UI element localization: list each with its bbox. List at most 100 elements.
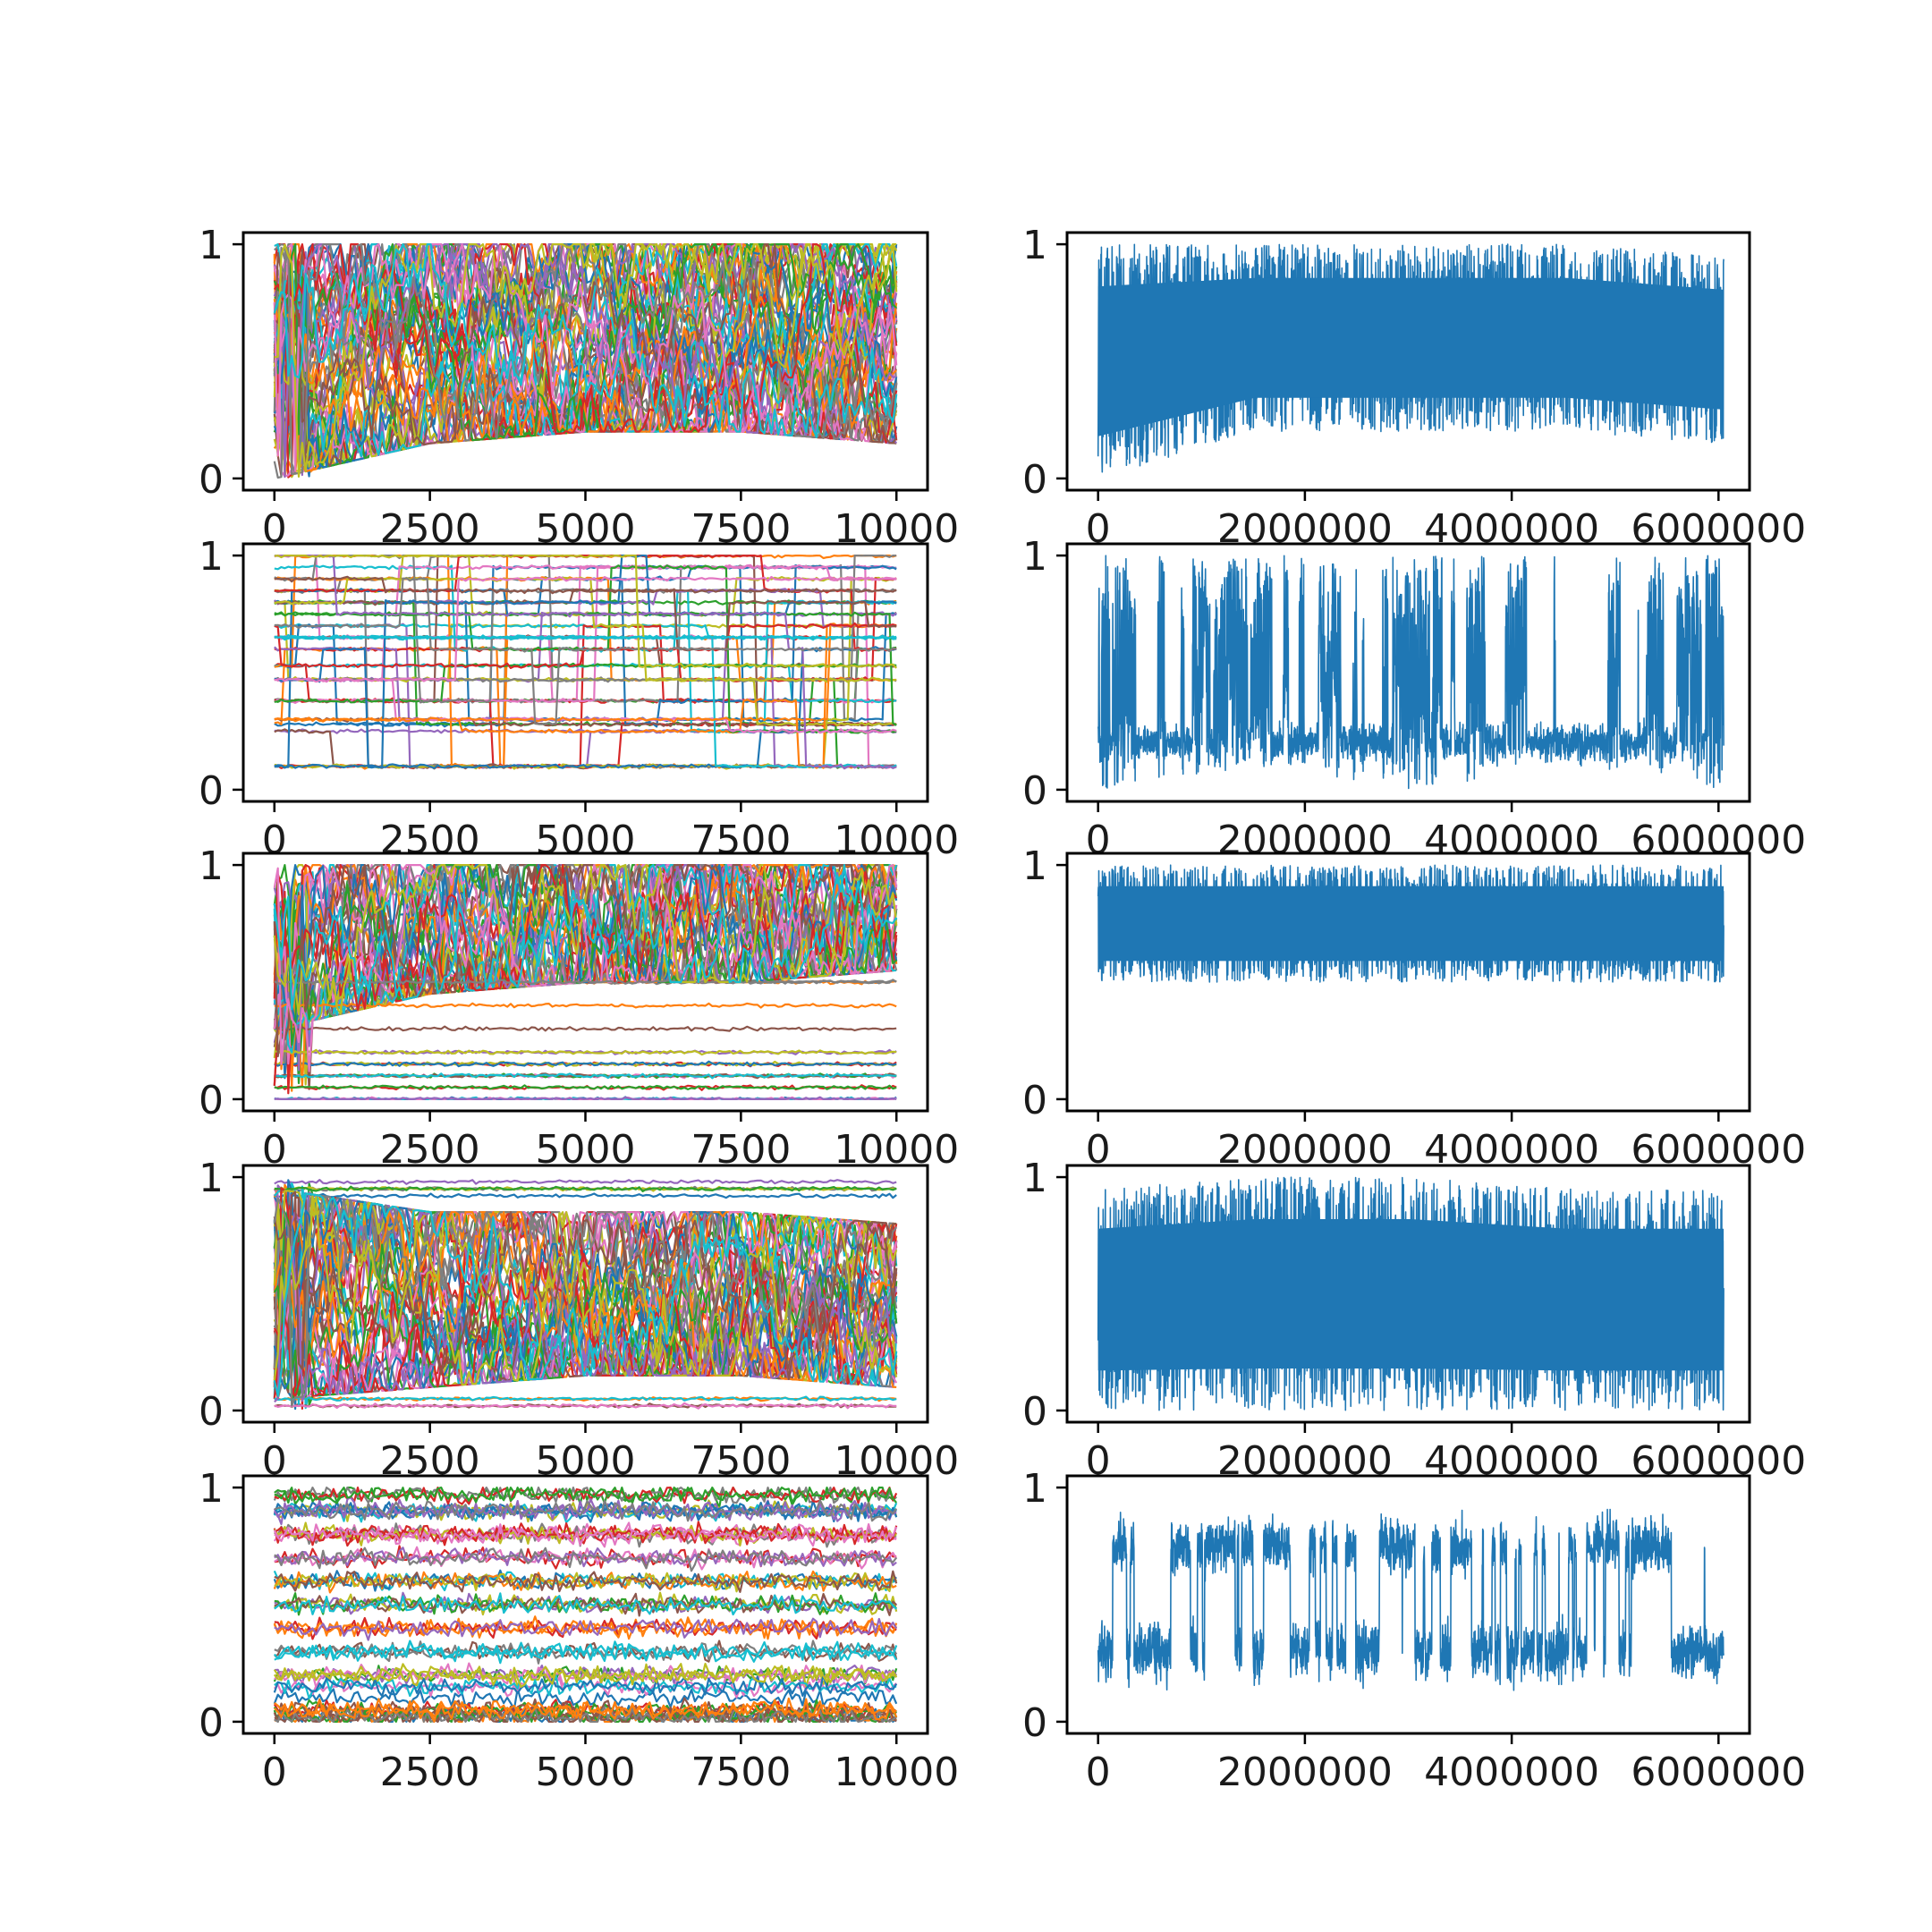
x-tick-label: 2000000 — [1217, 818, 1393, 863]
chain-line — [274, 1025, 897, 1032]
series-band — [1097, 886, 1724, 962]
x-tick-label: 6000000 — [1631, 818, 1806, 863]
axes-frame — [1065, 1164, 1751, 1424]
chain-line — [274, 243, 897, 436]
chain-line — [273, 864, 898, 1058]
chain-line — [273, 1192, 898, 1397]
axes-frame — [1065, 1474, 1751, 1735]
chain-line — [273, 247, 897, 458]
plot-area — [273, 555, 897, 770]
x-tick-label: 2500 — [380, 818, 480, 863]
chain-line — [273, 864, 898, 1016]
y-tick-label: 0 — [1022, 768, 1047, 814]
y-tick-label: 0 — [1022, 1389, 1047, 1435]
chain-line — [274, 1084, 897, 1090]
y-tick-label: 0 — [199, 1389, 224, 1435]
y-tick-label: 1 — [1022, 534, 1047, 580]
chain-line — [273, 1189, 898, 1395]
chain-line — [274, 1704, 897, 1723]
chain-line — [274, 1402, 897, 1410]
plot-area — [1097, 864, 1724, 983]
panel-row2-left: 0 2500 5000 7500 10000 0 1 — [199, 534, 959, 863]
y-tick-label: 0 — [1022, 1078, 1047, 1123]
chain-line — [274, 1179, 897, 1185]
chain-line — [274, 662, 897, 704]
chain-line — [274, 1395, 897, 1402]
chain-line — [273, 864, 898, 1072]
y-tick-label: 1 — [199, 1466, 224, 1512]
series-band — [1097, 1219, 1724, 1371]
chain-line — [274, 1499, 897, 1522]
y-tick-label: 1 — [199, 534, 224, 580]
chain-line — [274, 1546, 897, 1568]
x-tick-label: 6000000 — [1631, 1750, 1806, 1795]
plot-area — [1097, 1508, 1724, 1691]
x-tick-label: 0 — [262, 818, 287, 863]
y-tick-label: 0 — [1022, 457, 1047, 503]
chain-line — [274, 1698, 897, 1721]
chain-line — [273, 1674, 898, 1698]
chain-line — [274, 243, 898, 446]
chain-line — [274, 1499, 898, 1522]
plot-area — [1097, 1176, 1724, 1411]
plot-area — [273, 864, 898, 1100]
chain-line — [274, 1617, 898, 1641]
y-tick-label: 0 — [199, 1078, 224, 1123]
chain-line — [273, 1258, 898, 1399]
y-tick-label: 1 — [199, 843, 224, 889]
y-tick-label: 0 — [199, 457, 224, 503]
chain-line — [274, 623, 897, 724]
x-tick-label: 5000 — [536, 818, 636, 863]
chain-line — [274, 575, 897, 652]
chain-line — [273, 1191, 898, 1380]
axes-frame — [1065, 542, 1751, 803]
x-tick-label: 5000 — [536, 1750, 636, 1795]
chain-line — [273, 243, 898, 438]
chain-line — [274, 555, 897, 669]
y-tick-label: 1 — [199, 1156, 224, 1201]
x-tick-label: 10000 — [834, 1750, 959, 1795]
x-tick-label: 2500 — [380, 1750, 480, 1795]
chain-line — [274, 1697, 898, 1723]
panel-row5-left: 0 2500 5000 7500 10000 0 1 — [199, 1466, 959, 1795]
chain-line — [274, 1570, 898, 1593]
chain-line — [273, 1190, 898, 1385]
chain-line — [274, 1185, 897, 1192]
y-tick-label: 1 — [1022, 1466, 1047, 1512]
y-tick-label: 1 — [199, 223, 224, 268]
y-tick-label: 0 — [199, 768, 224, 814]
series-line — [1097, 555, 1724, 790]
plot-area — [1097, 555, 1724, 790]
plot-area — [273, 243, 898, 479]
panel-row5-right: 0 2000000 4000000 6000000 0 1 — [1022, 1466, 1806, 1795]
chain-line — [274, 1072, 897, 1080]
chain-line — [274, 1592, 897, 1616]
chain-line — [274, 1487, 898, 1504]
chain-line — [273, 1523, 898, 1547]
chain-line — [273, 243, 898, 472]
chain-line — [274, 1192, 897, 1199]
x-tick-label: 0 — [1086, 1750, 1111, 1795]
chain-line — [273, 864, 898, 1047]
chain-line — [274, 1546, 898, 1572]
x-tick-label: 4000000 — [1424, 818, 1599, 863]
chain-line — [274, 1674, 897, 1699]
chain-line — [274, 1487, 898, 1505]
chain-line — [274, 1096, 897, 1100]
y-tick-label: 1 — [1022, 1156, 1047, 1201]
x-tick-label: 0 — [262, 1750, 287, 1795]
y-tick-label: 1 — [1022, 843, 1047, 889]
x-tick-label: 0 — [1086, 818, 1111, 863]
chain-line — [274, 1640, 898, 1665]
plot-area — [273, 1487, 898, 1723]
chain-line — [273, 1196, 898, 1386]
chain-line — [274, 243, 898, 478]
y-tick-label: 0 — [1022, 1700, 1047, 1746]
chain-line — [274, 577, 897, 725]
x-tick-label: 2000000 — [1217, 1750, 1393, 1795]
chain-line — [273, 864, 898, 1011]
